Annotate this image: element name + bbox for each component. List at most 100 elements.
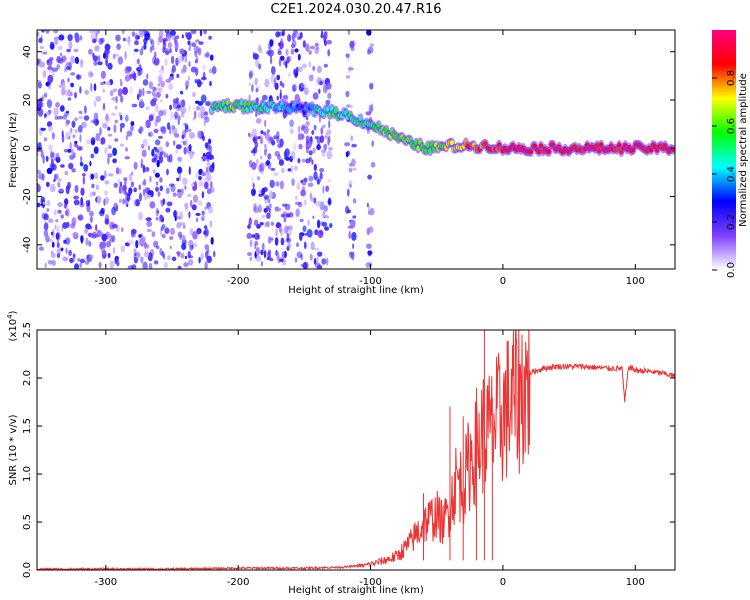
noise-speckle bbox=[323, 31, 328, 41]
noise-speckle bbox=[207, 205, 214, 214]
noise-speckle bbox=[326, 129, 332, 136]
noise-speckle bbox=[255, 87, 259, 93]
noise-speckle bbox=[321, 258, 327, 265]
noise-speckle bbox=[159, 177, 163, 183]
noise-speckle bbox=[316, 219, 321, 229]
noise-speckle bbox=[187, 250, 191, 259]
noise-speckle bbox=[57, 202, 63, 208]
noise-speckle bbox=[326, 150, 333, 160]
noise-speckle bbox=[178, 156, 182, 163]
noise-speckle bbox=[174, 216, 177, 222]
noise-speckle bbox=[251, 176, 254, 184]
noise-speckle bbox=[164, 58, 168, 67]
snr-y-tick-label: 2.5 bbox=[22, 322, 33, 338]
noise-speckle bbox=[97, 61, 103, 66]
noise-speckle bbox=[42, 51, 48, 55]
noise-speckle bbox=[280, 37, 283, 45]
noise-speckle bbox=[317, 65, 322, 74]
noise-speckle bbox=[312, 215, 315, 219]
noise-speckle bbox=[154, 149, 160, 153]
noise-speckle bbox=[53, 107, 59, 117]
noise-speckle bbox=[311, 159, 314, 165]
noise-speckle bbox=[184, 125, 189, 133]
noise-speckle bbox=[286, 213, 291, 218]
noise-speckle bbox=[370, 161, 376, 168]
noise-speckle bbox=[260, 261, 264, 267]
noise-speckle bbox=[48, 57, 54, 61]
noise-speckle bbox=[293, 68, 297, 76]
noise-speckle bbox=[184, 185, 187, 190]
noise-speckle bbox=[316, 46, 320, 50]
noise-speckle bbox=[90, 33, 96, 40]
noise-speckle bbox=[48, 218, 54, 223]
noise-speckle bbox=[248, 217, 252, 226]
spectrogram-x-axis-label: Height of straight line (km) bbox=[288, 285, 424, 296]
noise-speckle bbox=[207, 255, 212, 262]
noise-speckle bbox=[61, 87, 66, 96]
noise-speckle bbox=[47, 260, 53, 265]
noise-speckle bbox=[168, 83, 174, 91]
noise-speckle bbox=[371, 140, 375, 147]
noise-speckle bbox=[161, 65, 164, 71]
noise-speckle bbox=[210, 237, 214, 245]
noise-speckle bbox=[99, 241, 104, 250]
noise-speckle bbox=[269, 39, 274, 47]
noise-speckle bbox=[63, 148, 68, 153]
snr-x-tick-label: 0 bbox=[500, 577, 506, 588]
noise-speckle bbox=[125, 37, 131, 43]
noise-speckle bbox=[192, 231, 198, 240]
noise-speckle bbox=[113, 182, 118, 188]
noise-speckle bbox=[348, 230, 352, 240]
noise-speckle bbox=[176, 177, 180, 182]
noise-speckle bbox=[136, 58, 140, 65]
noise-speckle bbox=[172, 100, 179, 109]
noise-speckle bbox=[45, 155, 49, 162]
noise-speckle bbox=[251, 84, 254, 93]
noise-speckle bbox=[50, 231, 54, 236]
noise-speckle bbox=[266, 129, 271, 133]
noise-speckle bbox=[86, 254, 89, 259]
noise-speckle bbox=[129, 86, 133, 95]
noise-speckle bbox=[261, 187, 266, 196]
noise-speckle bbox=[254, 141, 259, 148]
colorbar-tick-label: 0.6 bbox=[726, 118, 737, 134]
noise-speckle bbox=[166, 201, 173, 207]
noise-speckle bbox=[203, 121, 206, 127]
noise-speckle bbox=[209, 54, 214, 61]
noise-speckle bbox=[286, 233, 290, 242]
noise-speckle bbox=[151, 39, 155, 48]
noise-speckle bbox=[270, 55, 273, 65]
snr-frame bbox=[36, 329, 676, 571]
noise-speckle bbox=[84, 228, 89, 234]
noise-speckle bbox=[313, 124, 317, 131]
noise-speckle bbox=[80, 235, 84, 243]
noise-speckle bbox=[323, 135, 330, 139]
noise-speckle bbox=[152, 86, 156, 92]
noise-speckle bbox=[268, 190, 273, 199]
noise-speckle bbox=[275, 249, 278, 257]
noise-speckle bbox=[198, 41, 204, 45]
noise-speckle bbox=[170, 30, 176, 36]
noise-speckle bbox=[90, 153, 95, 159]
noise-speckle bbox=[124, 242, 130, 247]
noise-speckle bbox=[191, 204, 197, 211]
noise-speckle bbox=[168, 183, 175, 187]
noise-speckle bbox=[57, 57, 64, 64]
noise-speckle bbox=[46, 208, 50, 212]
noise-speckle bbox=[155, 181, 159, 186]
noise-speckle bbox=[107, 156, 110, 165]
noise-speckle bbox=[202, 65, 206, 71]
noise-speckle bbox=[65, 119, 71, 125]
noise-speckle bbox=[66, 49, 71, 53]
noise-speckle bbox=[145, 106, 150, 111]
noise-speckle bbox=[294, 93, 300, 103]
noise-speckle bbox=[38, 246, 45, 251]
noise-speckle bbox=[211, 162, 215, 169]
noise-speckle bbox=[140, 158, 144, 167]
noise-speckle bbox=[198, 180, 204, 187]
noise-speckle bbox=[55, 219, 59, 223]
noise-speckle bbox=[42, 201, 45, 205]
noise-speckle bbox=[303, 199, 307, 206]
noise-speckle bbox=[248, 71, 253, 80]
noise-speckle bbox=[141, 149, 147, 158]
